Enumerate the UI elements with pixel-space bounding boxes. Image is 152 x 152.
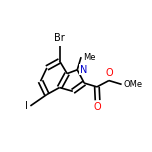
Text: Me: Me [83,53,96,62]
Text: Br: Br [54,33,65,43]
Text: I: I [25,101,28,111]
Text: O: O [105,68,113,78]
Text: OMe: OMe [124,80,143,89]
Text: O: O [94,102,101,112]
Text: N: N [79,65,87,75]
